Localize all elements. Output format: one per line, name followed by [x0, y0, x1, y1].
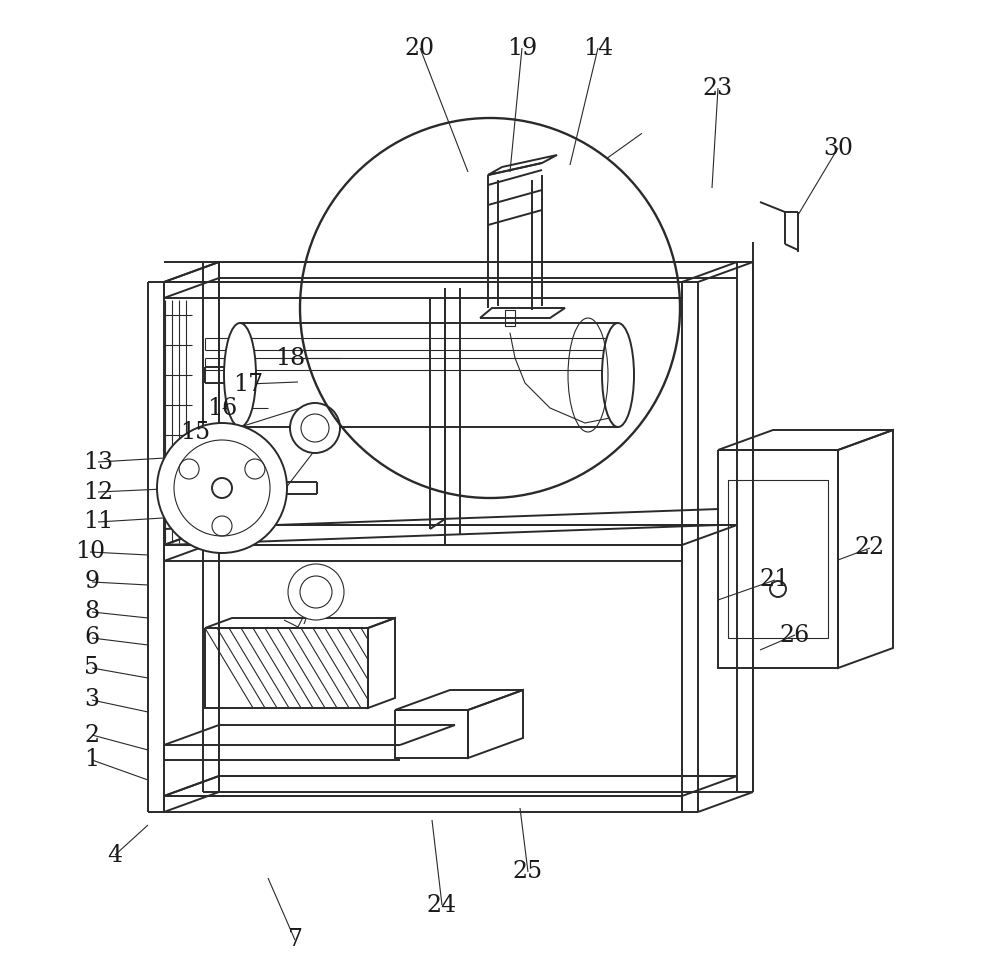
- Text: 9: 9: [84, 571, 100, 594]
- Circle shape: [212, 478, 232, 498]
- Text: 30: 30: [823, 136, 853, 159]
- Text: 10: 10: [75, 540, 105, 563]
- Ellipse shape: [224, 323, 256, 427]
- Text: 7: 7: [288, 928, 302, 951]
- Text: 20: 20: [405, 36, 435, 59]
- Circle shape: [300, 576, 332, 608]
- Text: 15: 15: [180, 421, 210, 444]
- Text: 17: 17: [233, 373, 263, 396]
- Text: 16: 16: [207, 397, 237, 420]
- Circle shape: [174, 440, 270, 536]
- Text: 11: 11: [83, 511, 113, 534]
- Text: 18: 18: [275, 347, 305, 370]
- Text: 14: 14: [583, 36, 613, 59]
- Text: 23: 23: [703, 77, 733, 100]
- Text: 6: 6: [84, 627, 100, 650]
- Text: 22: 22: [855, 536, 885, 559]
- Text: 8: 8: [84, 601, 100, 624]
- Text: 24: 24: [427, 894, 457, 917]
- Ellipse shape: [602, 323, 634, 427]
- Text: 2: 2: [84, 723, 100, 746]
- Text: 1: 1: [84, 748, 100, 771]
- Text: 21: 21: [760, 568, 790, 591]
- Text: 25: 25: [513, 860, 543, 883]
- Text: 4: 4: [107, 843, 123, 866]
- Circle shape: [290, 403, 340, 453]
- Text: 13: 13: [83, 450, 113, 473]
- Text: 3: 3: [84, 689, 100, 712]
- Text: 12: 12: [83, 481, 113, 504]
- Circle shape: [288, 564, 344, 620]
- Circle shape: [301, 414, 329, 442]
- Text: 19: 19: [507, 36, 537, 59]
- Text: 5: 5: [84, 656, 100, 679]
- Text: 26: 26: [780, 624, 810, 647]
- Circle shape: [157, 423, 287, 553]
